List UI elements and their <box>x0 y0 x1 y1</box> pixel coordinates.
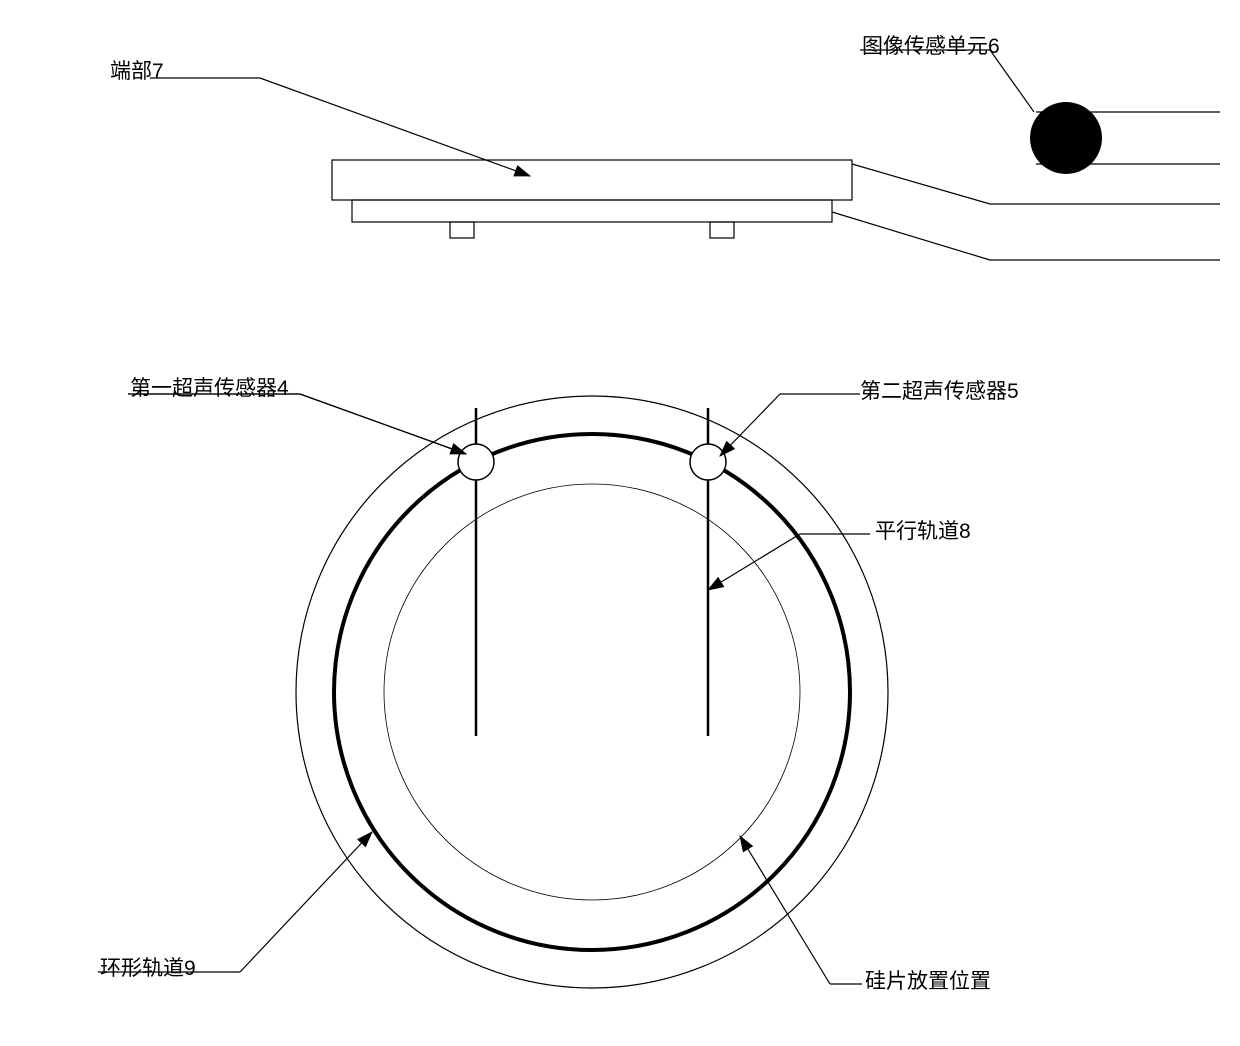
top-view <box>98 394 888 988</box>
label-first-ultrasonic-sensor: 第一超声传感器4 <box>130 372 289 402</box>
technical-diagram: 端部7 图像传感单元6 第一超声传感器4 第二超声传感器5 平行轨道8 环形轨道… <box>0 0 1240 1046</box>
label-ring-track: 环形轨道9 <box>100 952 196 982</box>
label-end-part: 端部7 <box>110 55 164 85</box>
label-parallel-track: 平行轨道8 <box>875 515 971 545</box>
label-wafer-position: 硅片放置位置 <box>865 965 991 995</box>
label-image-sensor-unit: 图像传感单元6 <box>862 30 1000 60</box>
side-view <box>150 50 1220 260</box>
label-second-ultrasonic-sensor: 第二超声传感器5 <box>860 375 1019 405</box>
diagram-svg <box>0 0 1240 1046</box>
